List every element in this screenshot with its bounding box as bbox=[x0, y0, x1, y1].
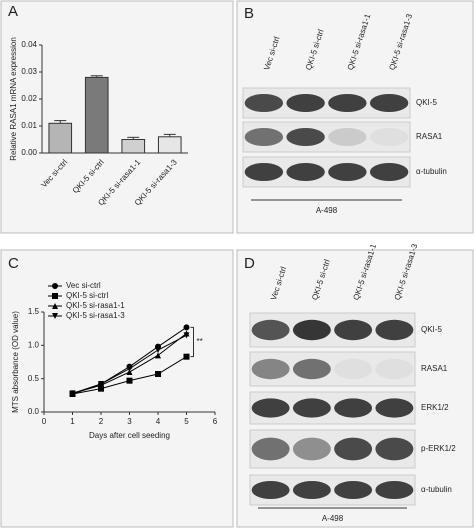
bar bbox=[48, 122, 73, 154]
marker bbox=[98, 385, 104, 392]
marker bbox=[126, 377, 133, 384]
row-label: ERK1/2 bbox=[421, 403, 449, 412]
marker bbox=[126, 365, 133, 372]
panel-letter: D bbox=[244, 255, 255, 272]
blot-band bbox=[334, 481, 373, 499]
panel-letter: A bbox=[8, 3, 18, 20]
blot-band bbox=[375, 358, 414, 380]
row-label: α-tubulin bbox=[416, 167, 447, 176]
x-tick-label: 0 bbox=[42, 417, 47, 426]
significance-bracket bbox=[190, 326, 194, 358]
y-tick-label: 0.00 bbox=[21, 148, 37, 157]
marker bbox=[98, 381, 104, 387]
blot-band bbox=[292, 398, 331, 418]
x-tick-label: 1 bbox=[70, 417, 75, 426]
y-tick-label: 0.01 bbox=[21, 121, 37, 130]
blot-band bbox=[286, 128, 325, 146]
row-label: α-tubulin bbox=[421, 485, 452, 494]
legend-marker bbox=[52, 293, 58, 299]
y-axis-label: MTS absorbance (OD value) bbox=[11, 311, 20, 413]
bar bbox=[84, 76, 109, 154]
legend-label: QKI-5 si-ctrl bbox=[66, 291, 108, 300]
legend-label: QKI-5 si-rasa1-1 bbox=[66, 301, 125, 310]
x-axis-label: Days after cell seeding bbox=[89, 431, 170, 440]
blot-band bbox=[286, 94, 325, 112]
annotation: ** bbox=[197, 337, 203, 346]
blot-band bbox=[334, 398, 373, 418]
marker bbox=[155, 347, 161, 353]
y-tick-label: 1.5 bbox=[28, 307, 40, 316]
blot-band bbox=[251, 319, 290, 341]
x-tick-label: 2 bbox=[99, 417, 104, 426]
row-label: p-ERK1/2 bbox=[421, 444, 456, 453]
y-tick-label: 0.02 bbox=[21, 94, 37, 103]
y-tick-label: 0.04 bbox=[21, 40, 37, 49]
row-label: RASA1 bbox=[421, 364, 448, 373]
y-tick-label: 1.0 bbox=[28, 340, 40, 349]
blot-band bbox=[244, 163, 284, 181]
marker bbox=[126, 369, 133, 375]
blot-band bbox=[328, 128, 367, 146]
blot-band bbox=[292, 319, 331, 341]
blot-band bbox=[292, 358, 331, 380]
blot-band bbox=[328, 94, 367, 112]
marker bbox=[69, 390, 76, 397]
y-axis-label: Relative RASA1 mRNA expression bbox=[9, 37, 18, 161]
blot-band bbox=[369, 128, 409, 146]
legend-marker bbox=[52, 303, 58, 309]
blot-band bbox=[292, 481, 331, 499]
panel-letter: B bbox=[244, 5, 254, 22]
blot-band bbox=[251, 481, 290, 499]
blot-band bbox=[251, 398, 290, 418]
blot-band bbox=[334, 319, 373, 341]
x-tick-label: 3 bbox=[127, 417, 132, 426]
blot-band bbox=[375, 437, 414, 461]
legend-marker bbox=[52, 313, 58, 319]
blot-band bbox=[369, 163, 409, 181]
cell-line-label: A-498 bbox=[322, 514, 344, 523]
blot-band bbox=[251, 358, 290, 380]
blot-band bbox=[251, 437, 290, 461]
legend-label: Vec si-ctrl bbox=[66, 281, 101, 290]
blot-band bbox=[244, 94, 284, 112]
panel-letter: C bbox=[8, 255, 19, 272]
blot-band bbox=[375, 481, 414, 499]
bar bbox=[121, 139, 146, 154]
blot-band bbox=[369, 94, 409, 112]
x-tick-label: 5 bbox=[184, 417, 189, 426]
blot-band bbox=[292, 437, 331, 461]
blot-band bbox=[375, 398, 414, 418]
panel-a bbox=[0, 0, 234, 234]
blot-band bbox=[328, 163, 367, 181]
y-tick-label: 0.03 bbox=[21, 67, 37, 76]
row-label: QKI-5 bbox=[421, 325, 442, 334]
row-label: QKI-5 bbox=[416, 98, 437, 107]
marker bbox=[183, 353, 190, 360]
panel-c bbox=[0, 249, 234, 528]
y-tick-label: 0.5 bbox=[28, 374, 40, 383]
legend-label: QKI-5 si-rasa1-3 bbox=[66, 311, 125, 320]
marker bbox=[183, 324, 190, 331]
blot-band bbox=[334, 358, 373, 380]
x-tick-label: 6 bbox=[213, 417, 218, 426]
x-tick-label: 4 bbox=[156, 417, 161, 426]
blot-band bbox=[334, 437, 373, 461]
marker bbox=[155, 352, 161, 359]
legend-marker bbox=[52, 283, 58, 289]
y-tick-label: 0.0 bbox=[28, 407, 40, 416]
marker bbox=[155, 371, 161, 377]
bar bbox=[157, 136, 182, 154]
blot-band bbox=[286, 163, 325, 181]
marker bbox=[183, 332, 190, 339]
cell-line-label: A-498 bbox=[316, 206, 338, 215]
row-label: RASA1 bbox=[416, 132, 443, 141]
blot-band bbox=[375, 319, 414, 341]
blot-band bbox=[244, 128, 284, 146]
